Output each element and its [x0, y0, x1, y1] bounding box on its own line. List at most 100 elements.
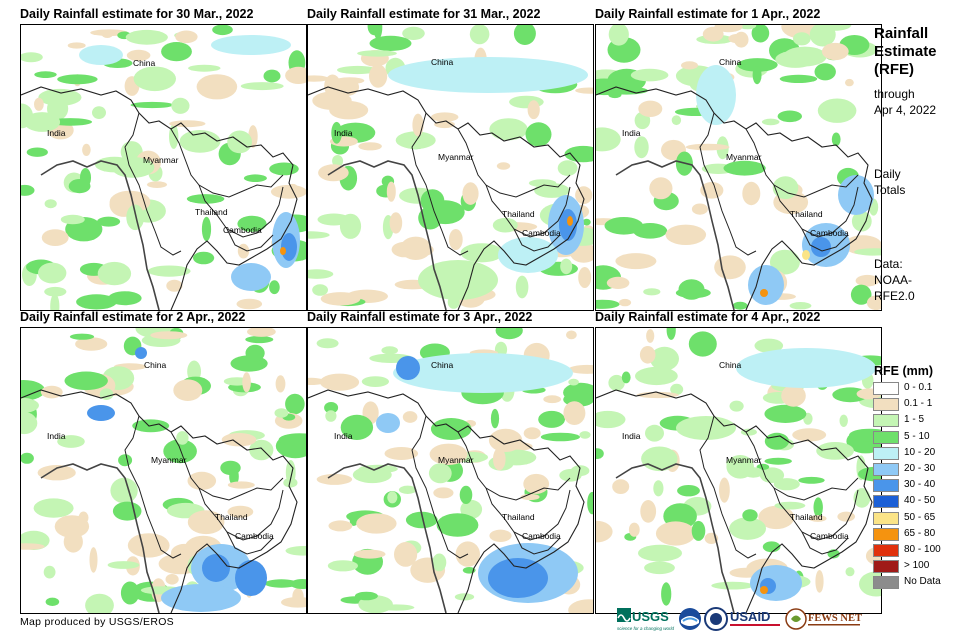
rain-patch: [671, 115, 682, 126]
daily-label: Daily: [874, 167, 901, 181]
country-border: [485, 487, 571, 541]
rain-patch: [150, 331, 188, 340]
heavy-rain-area: [498, 237, 558, 273]
rain-patch: [285, 393, 305, 415]
legend-swatch: [873, 479, 899, 493]
rain-patch: [525, 122, 552, 147]
rain-patch: [579, 431, 591, 439]
rain-patch: [227, 505, 254, 518]
rain-patch: [792, 428, 827, 442]
rain-patch: [400, 236, 432, 260]
rain-patch: [582, 218, 591, 226]
rain-patch: [76, 294, 117, 310]
rain-patch: [332, 77, 360, 97]
rain-patch: [337, 65, 379, 75]
country-border: [457, 431, 571, 501]
label-myanmar: Myanmar: [151, 455, 187, 465]
rain-patch: [774, 501, 806, 510]
rain-patch: [817, 98, 857, 123]
rain-patch: [290, 579, 306, 589]
legend-label: 10 - 20: [904, 446, 936, 458]
label-india: India: [334, 431, 353, 441]
rain-patch: [513, 25, 536, 45]
legend-swatch: [873, 543, 899, 557]
rain-patch: [171, 97, 190, 114]
rain-patch: [229, 467, 239, 486]
rain-patch: [488, 428, 523, 452]
legend-label: 50 - 65: [904, 511, 936, 523]
label-cambodia: Cambodia: [223, 225, 262, 235]
rain-patch: [285, 546, 306, 556]
rain-patch: [798, 476, 825, 484]
rain-patch: [428, 463, 452, 484]
heavy-rain-area: [748, 265, 784, 305]
rain-patch: [666, 328, 676, 340]
rain-patch: [566, 330, 577, 340]
label-india: India: [47, 431, 66, 441]
rain-patch: [773, 478, 800, 491]
country-border: [457, 128, 571, 198]
rain-patch: [850, 284, 872, 305]
rain-patch: [596, 127, 621, 152]
rain-patch: [243, 174, 267, 182]
coastline: [327, 463, 447, 613]
rain-patch: [127, 533, 170, 558]
rain-patch: [89, 547, 98, 573]
rain-patch: [353, 549, 386, 559]
rain-patch: [630, 68, 669, 82]
label-myanmar: Myanmar: [726, 152, 762, 162]
label-thailand: Thailand: [502, 209, 535, 219]
rain-patch: [188, 64, 221, 72]
rain-patch: [578, 267, 592, 288]
rain-patch: [227, 481, 255, 489]
rain-patch: [78, 511, 89, 525]
heavy-rain-area: [760, 586, 768, 594]
rain-patch: [655, 521, 696, 546]
rain-patch: [563, 401, 586, 425]
rain-patch: [737, 58, 778, 72]
rain-patch: [169, 120, 206, 128]
panel-title: Daily Rainfall estimate for 31 Mar., 202…: [307, 7, 541, 21]
rain-patch: [779, 74, 818, 83]
rain-patch: [320, 292, 361, 306]
rain-patch: [649, 177, 673, 200]
rain-patch: [775, 50, 816, 68]
rain-patch: [349, 515, 358, 526]
heavy-rain-area: [811, 237, 831, 257]
rain-patch: [118, 454, 133, 467]
rain-patch: [398, 485, 417, 494]
rain-patch: [596, 410, 626, 429]
rain-patch: [312, 284, 328, 296]
rain-patch: [120, 581, 140, 605]
rain-patch: [523, 427, 541, 440]
rain-patch: [92, 106, 106, 119]
rain-patch: [764, 404, 807, 423]
rain-patch: [212, 25, 233, 36]
panel-title: Daily Rainfall estimate for 1 Apr., 2022: [595, 7, 821, 21]
label-china: China: [431, 57, 454, 67]
title-line: Estimate: [874, 43, 937, 60]
rain-patch: [361, 376, 389, 387]
rain-patch: [402, 26, 425, 40]
rain-patch: [568, 599, 593, 613]
rain-patch: [670, 383, 684, 395]
rain-patch: [557, 160, 578, 176]
heavy-rain-area: [736, 348, 876, 388]
rain-patch: [653, 480, 664, 497]
country-border: [124, 415, 182, 559]
heavy-rain-area: [559, 209, 577, 241]
heavy-rain-area: [135, 347, 147, 359]
rain-patch: [431, 112, 459, 122]
rain-patch: [845, 567, 855, 577]
rain-patch: [681, 61, 698, 70]
rain-patch: [628, 522, 640, 537]
rain-patch: [448, 229, 463, 250]
country-border: [21, 86, 298, 310]
rain-patch: [604, 217, 644, 235]
rain-patch: [378, 604, 415, 611]
rain-patch: [436, 513, 479, 537]
through-date-value: Apr 4, 2022: [874, 103, 937, 117]
rain-patch: [101, 30, 114, 38]
usaid-logo-text: USAID: [730, 609, 770, 624]
rain-patch: [125, 29, 168, 45]
